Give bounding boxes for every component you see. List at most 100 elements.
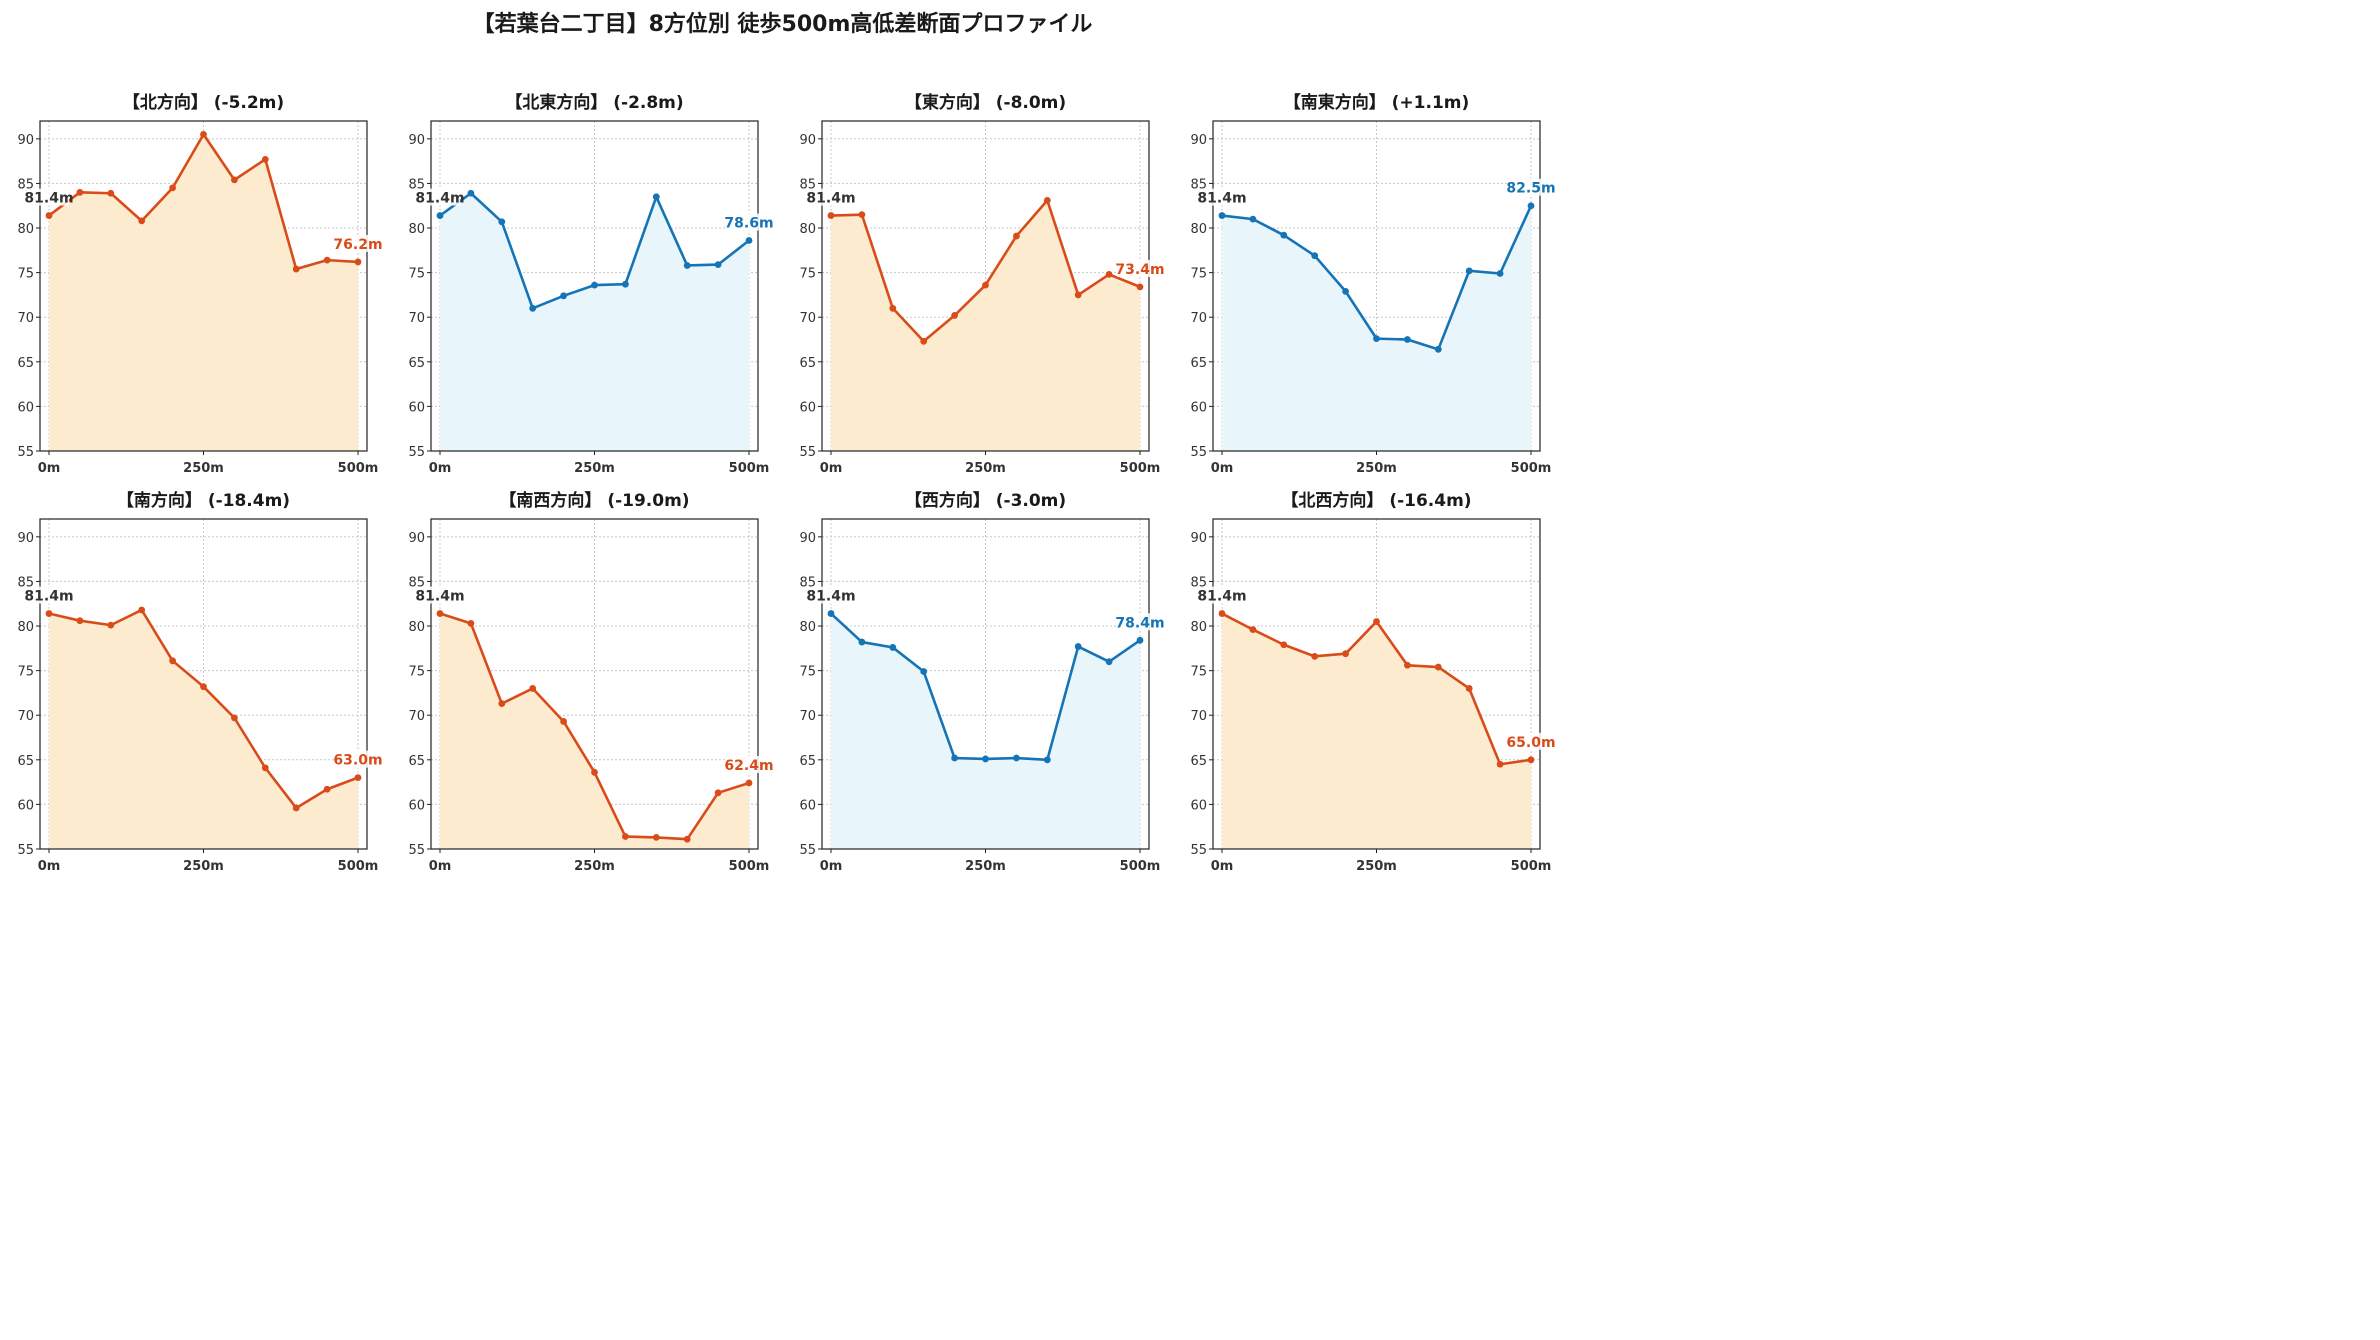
data-point	[292, 804, 300, 812]
panel-title: 【南東方向】 (+1.1m)	[1284, 92, 1470, 113]
data-point	[652, 834, 660, 841]
area-fill	[440, 193, 749, 452]
y-tick-label: 80	[17, 620, 34, 635]
data-point	[200, 130, 207, 138]
panel-title: 【南西方向】 (-19.0m)	[499, 490, 689, 511]
data-point	[1043, 756, 1051, 764]
y-tick-label: 55	[1190, 843, 1207, 858]
data-point	[920, 337, 928, 345]
y-tick-label: 75	[17, 665, 34, 680]
data-point	[714, 789, 722, 797]
x-tick-label: 500m	[338, 461, 379, 476]
x-tick-label: 250m	[183, 461, 224, 476]
data-point	[529, 304, 537, 312]
data-point	[529, 685, 537, 692]
data-point	[45, 610, 53, 617]
start-label: 81.4m	[1197, 589, 1246, 605]
start-label-bg	[420, 586, 460, 604]
data-point	[107, 189, 115, 197]
y-tick-label: 60	[1190, 798, 1207, 813]
y-tick-label: 90	[1190, 133, 1207, 148]
y-tick-label: 60	[17, 400, 34, 415]
y-tick-label: 80	[17, 222, 34, 237]
x-tick-label: 500m	[1120, 461, 1161, 476]
data-point	[982, 281, 989, 289]
y-tick-label: 90	[1190, 531, 1207, 546]
panel-title: 【北方向】 (-5.2m)	[123, 92, 284, 113]
panel-title: 【北東方向】 (-2.8m)	[505, 92, 683, 113]
area-fill	[49, 609, 358, 849]
start-label-bg	[420, 188, 460, 206]
data-point	[1404, 661, 1411, 669]
start-label: 81.4m	[415, 191, 464, 207]
y-tick-label: 75	[799, 267, 816, 282]
y-tick-label: 60	[408, 798, 425, 813]
y-tick-label: 55	[799, 843, 816, 858]
data-point	[323, 785, 331, 793]
data-point	[1074, 643, 1082, 650]
data-point	[622, 280, 629, 288]
data-point	[231, 176, 238, 184]
start-label-bg	[811, 586, 851, 604]
y-tick-label: 80	[408, 222, 425, 237]
panel-title: 【東方向】 (-8.0m)	[905, 92, 1066, 113]
end-label: 62.4m	[724, 758, 773, 774]
y-tick-label: 90	[408, 133, 425, 148]
data-point	[1404, 336, 1411, 343]
end-label-bg	[335, 234, 381, 252]
x-tick-label: 250m	[183, 859, 224, 874]
y-tick-label: 70	[408, 311, 425, 326]
x-tick-label: 0m	[429, 859, 452, 874]
y-tick-label: 60	[1190, 400, 1207, 415]
data-point	[1136, 283, 1144, 291]
data-point	[292, 265, 300, 273]
data-point	[45, 212, 53, 219]
y-tick-label: 75	[408, 665, 425, 680]
y-tick-label: 60	[799, 798, 816, 813]
data-point	[1043, 196, 1051, 204]
data-point	[1465, 267, 1473, 275]
y-tick-label: 80	[408, 620, 425, 635]
x-tick-label: 0m	[38, 859, 61, 874]
data-point	[683, 262, 691, 269]
x-tick-label: 250m	[1356, 461, 1397, 476]
y-tick-label: 55	[17, 445, 34, 460]
x-tick-label: 0m	[820, 859, 843, 874]
data-point	[436, 610, 444, 617]
y-tick-label: 65	[799, 356, 816, 371]
y-tick-label: 90	[799, 133, 816, 148]
data-point	[1311, 652, 1319, 660]
data-point	[1280, 231, 1288, 239]
data-point	[1013, 754, 1020, 762]
panel-title: 【南方向】 (-18.4m)	[117, 490, 290, 511]
area-fill	[49, 134, 358, 452]
data-point	[951, 754, 958, 762]
end-label-bg	[1117, 613, 1163, 631]
y-tick-label: 65	[17, 356, 34, 371]
x-tick-label: 250m	[574, 859, 615, 874]
end-label-bg	[335, 750, 381, 768]
data-point	[560, 718, 567, 725]
y-tick-label: 70	[1190, 311, 1207, 326]
data-point	[138, 217, 146, 225]
data-point	[107, 621, 115, 629]
y-tick-label: 65	[408, 356, 425, 371]
data-point	[652, 193, 660, 201]
x-tick-label: 250m	[965, 859, 1006, 874]
y-tick-label: 65	[1190, 356, 1207, 371]
data-point	[138, 606, 146, 614]
start-label-bg	[29, 188, 69, 206]
start-label-bg	[1202, 188, 1242, 206]
data-point	[231, 714, 238, 722]
y-tick-label: 70	[799, 311, 816, 326]
data-point	[1342, 287, 1349, 295]
data-point	[622, 833, 629, 840]
start-label: 81.4m	[24, 191, 73, 207]
y-tick-label: 55	[408, 445, 425, 460]
x-tick-label: 0m	[1211, 461, 1234, 476]
